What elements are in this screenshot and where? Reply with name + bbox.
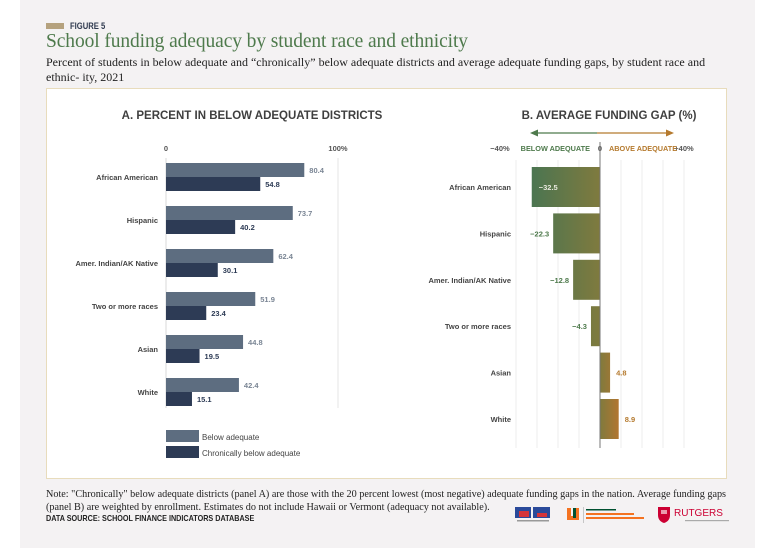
- data-label: 44.8: [248, 338, 263, 347]
- data-label: 4.8: [616, 369, 626, 378]
- direction-label-below: BELOW ADEQUATE: [521, 144, 590, 153]
- direction-label-above: ABOVE ADEQUATE: [609, 144, 677, 153]
- rutgers-logo: RUTGERS: [658, 507, 729, 523]
- legend-swatch-below-adequate: [166, 430, 199, 442]
- x-tick-label: 0: [164, 144, 168, 153]
- data-label: 62.4: [278, 252, 293, 261]
- category-label: Hispanic: [480, 229, 511, 238]
- chart-subtitle: Percent of students in below adequate an…: [46, 55, 706, 84]
- bar-below-adequate: [166, 292, 256, 306]
- category-label: White: [138, 388, 158, 397]
- bar-below-adequate: [166, 249, 274, 263]
- figure-label: FIGURE 5: [46, 21, 112, 31]
- data-label: −4.3: [572, 322, 587, 331]
- data-label: −12.8: [550, 276, 569, 285]
- legend-label: Chronically below adequate: [202, 449, 301, 458]
- bar-chronically-below: [166, 177, 261, 191]
- panel-b: B. AVERAGE FUNDING GAP (%) −40%0+40%BELO…: [428, 110, 697, 448]
- gap-bar: [553, 213, 600, 254]
- chart-title: School funding adequacy by student race …: [46, 31, 468, 52]
- svg-text:RUTGERS: RUTGERS: [674, 508, 723, 519]
- data-label: −22.3: [530, 229, 549, 238]
- category-label: African American: [96, 173, 158, 182]
- category-label: Asian: [491, 369, 512, 378]
- shanker-institute-logo: [515, 507, 550, 522]
- figure-number: FIGURE 5: [70, 21, 106, 31]
- bar-below-adequate: [166, 163, 305, 177]
- x-tick-label: 100%: [328, 144, 348, 153]
- bar-below-adequate: [166, 378, 239, 392]
- data-label: 80.4: [309, 166, 324, 175]
- data-label: 40.2: [240, 223, 255, 232]
- arrow-right-icon: [666, 129, 674, 137]
- bar-chronically-below: [166, 263, 218, 277]
- panel-b-title: B. AVERAGE FUNDING GAP (%): [522, 110, 697, 122]
- category-label: Two or more races: [445, 322, 511, 331]
- footnote: Note: "Chronically" below adequate distr…: [46, 489, 727, 513]
- panel-a-title: A. PERCENT IN BELOW ADEQUATE DISTRICTS: [122, 110, 383, 122]
- panel-a: A. PERCENT IN BELOW ADEQUATE DISTRICTS 0…: [75, 110, 383, 458]
- data-label: 51.9: [260, 295, 275, 304]
- data-label: 23.4: [211, 309, 226, 318]
- category-label: Asian: [138, 345, 159, 354]
- category-label: Amer. Indian/AK Native: [428, 276, 511, 285]
- legend-swatch-chronically-below: [166, 446, 199, 458]
- gap-bar: [600, 352, 611, 393]
- figure-swatch: [46, 23, 64, 29]
- data-label: 30.1: [223, 266, 238, 275]
- bar-below-adequate: [166, 335, 244, 349]
- data-label: 19.5: [205, 352, 220, 361]
- arrow-left-icon: [530, 129, 538, 137]
- category-label: African American: [449, 183, 511, 192]
- category-label: White: [491, 415, 511, 424]
- gap-bar: [600, 399, 619, 439]
- data-source: DATA SOURCE: SCHOOL FINANCE INDICATORS D…: [46, 513, 255, 523]
- data-label: 54.8: [265, 180, 280, 189]
- data-label: 15.1: [197, 395, 212, 404]
- gap-bar: [531, 167, 600, 207]
- data-label: 8.9: [625, 415, 635, 424]
- data-label: −32.5: [539, 183, 558, 192]
- x-tick-label: +40%: [674, 144, 694, 153]
- bar-chronically-below: [166, 349, 200, 363]
- data-label: 73.7: [298, 209, 313, 218]
- bar-chronically-below: [166, 220, 236, 234]
- legend-label: Below adequate: [202, 433, 260, 442]
- category-label: Two or more races: [92, 302, 158, 311]
- category-label: Hispanic: [127, 216, 158, 225]
- university-of-miami-logo: [567, 507, 644, 523]
- bar-chronically-below: [166, 392, 192, 406]
- gap-bar: [573, 259, 600, 300]
- bar-below-adequate: [166, 206, 293, 220]
- category-label: Amer. Indian/AK Native: [75, 259, 158, 268]
- data-label: 42.4: [244, 381, 259, 390]
- bar-chronically-below: [166, 306, 207, 320]
- x-tick-label: −40%: [490, 144, 510, 153]
- gap-bar: [590, 306, 600, 347]
